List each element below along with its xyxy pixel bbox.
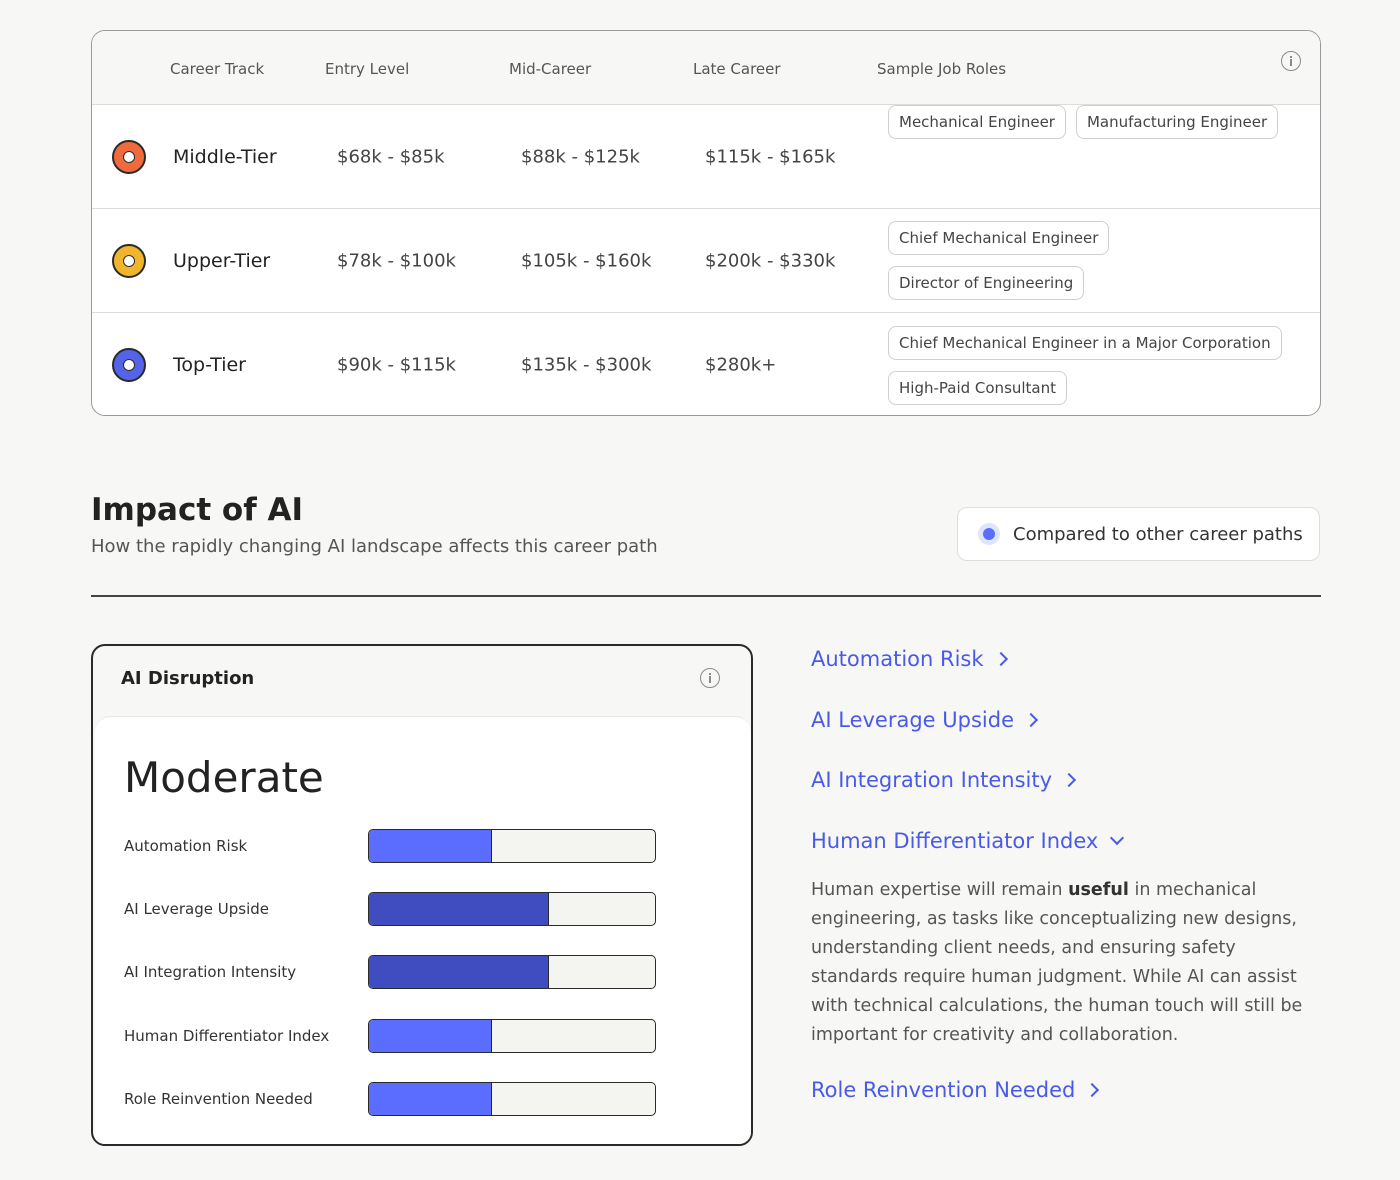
compare-toggle-button[interactable]: Compared to other career paths <box>957 507 1320 561</box>
tier-name: Top-Tier <box>173 354 246 376</box>
table-row: Middle-Tier $68k - $85k $88k - $125k $11… <box>92 105 1320 209</box>
radio-selected-icon <box>978 523 1000 545</box>
link-human-differentiator-index[interactable]: Human Differentiator Index <box>811 829 1125 853</box>
chevron-down-icon <box>1110 830 1125 846</box>
table-header: Career Track Entry Level Mid-Career Late… <box>92 31 1320 105</box>
entry-salary: $68k - $85k <box>337 146 445 167</box>
metric-row: Automation Risk <box>124 829 724 863</box>
job-role-chip[interactable]: High-Paid Consultant <box>888 370 1068 405</box>
job-role-chip[interactable]: Manufacturing Engineer <box>1075 105 1279 139</box>
metric-label: AI Leverage Upside <box>124 900 269 918</box>
metric-bar <box>368 1082 656 1116</box>
header-late-career: Late Career <box>693 60 781 78</box>
info-icon[interactable] <box>700 668 720 688</box>
job-roles: Chief Mechanical Engineer Director of En… <box>888 209 1110 312</box>
job-role-chip[interactable]: Chief Mechanical Engineer in a Major Cor… <box>888 325 1282 360</box>
job-roles: Chief Mechanical Engineer in a Major Cor… <box>888 313 1282 415</box>
tier-indicator-icon <box>112 139 146 174</box>
salary-table: Career Track Entry Level Mid-Career Late… <box>91 30 1321 416</box>
table-row: Top-Tier $90k - $115k $135k - $300k $280… <box>92 313 1320 415</box>
late-salary: $280k+ <box>705 354 777 376</box>
tier-indicator-icon <box>112 243 146 278</box>
link-automation-risk[interactable]: Automation Risk <box>811 647 1008 671</box>
entry-salary: $78k - $100k <box>337 250 456 271</box>
table-row: Upper-Tier $78k - $100k $105k - $160k $2… <box>92 209 1320 313</box>
metric-row: Role Reinvention Needed <box>124 1082 724 1116</box>
metric-label: Human Differentiator Index <box>124 1027 330 1045</box>
metric-label: AI Integration Intensity <box>124 963 297 981</box>
metric-bar-fill <box>369 1083 492 1115</box>
metric-bar <box>368 955 656 989</box>
metric-bar-fill <box>369 956 550 988</box>
metric-bar-fill <box>369 1020 492 1052</box>
link-ai-leverage-upside[interactable]: AI Leverage Upside <box>811 708 1039 732</box>
ai-disruption-card: AI Disruption Moderate Automation Risk A… <box>91 644 753 1146</box>
metric-row: AI Leverage Upside <box>124 892 724 926</box>
job-role-chip[interactable]: Chief Mechanical Engineer <box>888 221 1110 255</box>
info-icon[interactable] <box>1281 51 1301 71</box>
chevron-right-icon <box>1061 772 1077 788</box>
job-role-chip[interactable]: Mechanical Engineer <box>888 105 1066 139</box>
header-entry-level: Entry Level <box>325 60 410 78</box>
late-salary: $200k - $330k <box>705 250 836 271</box>
header-sample-job-roles: Sample Job Roles <box>877 60 1007 78</box>
metric-bar <box>368 892 656 926</box>
tier-name: Middle-Tier <box>173 145 277 168</box>
metric-row: AI Integration Intensity <box>124 955 724 989</box>
header-career-track: Career Track <box>170 60 265 78</box>
metric-bar <box>368 1019 656 1053</box>
tier-name: Upper-Tier <box>173 249 271 272</box>
metric-bar <box>368 829 656 863</box>
mid-salary: $105k - $160k <box>521 250 652 271</box>
card-title: AI Disruption <box>121 668 255 689</box>
link-role-reinvention-needed[interactable]: Role Reinvention Needed <box>811 1078 1100 1102</box>
metric-row: Human Differentiator Index <box>124 1019 724 1053</box>
link-ai-integration-intensity[interactable]: AI Integration Intensity <box>811 768 1077 792</box>
late-salary: $115k - $165k <box>705 146 836 167</box>
human-differentiator-description: Human expertise will remain useful in me… <box>811 880 1303 1045</box>
metric-bar-fill <box>369 830 492 862</box>
mid-salary: $135k - $300k <box>521 354 652 376</box>
link-label: AI Leverage Upside <box>811 708 1014 732</box>
header-mid-career: Mid-Career <box>509 60 592 78</box>
chevron-right-icon <box>993 651 1008 667</box>
metric-label: Automation Risk <box>124 837 248 855</box>
job-roles: Mechanical Engineer Manufacturing Engine… <box>888 105 1279 208</box>
link-label: Role Reinvention Needed <box>811 1078 1076 1102</box>
section-subtitle: How the rapidly changing AI landscape af… <box>91 536 658 557</box>
metric-label: Role Reinvention Needed <box>124 1090 313 1108</box>
link-label: Automation Risk <box>811 647 984 671</box>
tier-indicator-icon <box>112 348 146 382</box>
job-role-chip[interactable]: Director of Engineering <box>888 266 1085 300</box>
card-body: Moderate Automation Risk AI Leverage Ups… <box>95 716 751 1144</box>
chevron-right-icon <box>1023 712 1039 728</box>
entry-salary: $90k - $115k <box>337 354 456 376</box>
metric-bar-fill <box>369 893 550 925</box>
disruption-level: Moderate <box>124 753 324 802</box>
chevron-right-icon <box>1085 1082 1100 1098</box>
link-label: AI Integration Intensity <box>811 768 1053 792</box>
section-divider <box>91 595 1321 597</box>
link-label: Human Differentiator Index <box>811 829 1099 853</box>
section-title: Impact of AI <box>91 492 304 528</box>
compare-toggle-label: Compared to other career paths <box>1013 523 1303 545</box>
mid-salary: $88k - $125k <box>521 146 640 167</box>
